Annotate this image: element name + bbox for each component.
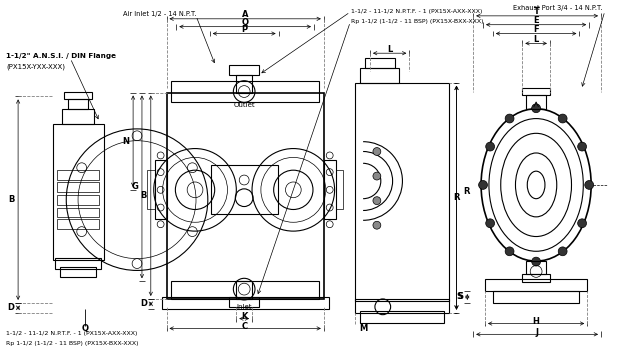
Bar (236, 281, 252, 299)
Bar (485, 279, 587, 291)
Text: E: E (534, 16, 539, 25)
Text: 1-1/2" A.N.S.I. / DIN Flange: 1-1/2" A.N.S.I. / DIN Flange (6, 53, 116, 59)
Circle shape (479, 180, 487, 190)
Bar (236, 75, 252, 92)
Circle shape (585, 180, 593, 190)
Text: Air Inlet 1/2 - 14 N.P.T.: Air Inlet 1/2 - 14 N.P.T. (122, 11, 196, 17)
Text: M: M (359, 324, 368, 333)
Bar (522, 88, 550, 95)
Bar (360, 311, 444, 322)
Bar (230, 297, 259, 307)
Text: S: S (456, 292, 462, 301)
Bar (172, 281, 319, 299)
Bar (57, 219, 99, 229)
Bar (56, 258, 100, 269)
Bar (57, 195, 99, 205)
Text: P: P (241, 25, 247, 34)
Text: G: G (131, 182, 138, 191)
Text: H: H (533, 317, 540, 326)
Bar (147, 170, 155, 209)
Circle shape (485, 219, 495, 228)
Circle shape (505, 247, 514, 256)
Text: L: L (387, 45, 392, 54)
Bar (360, 68, 399, 83)
Bar (355, 83, 449, 301)
Text: K: K (241, 312, 247, 321)
Bar (522, 274, 550, 282)
Bar (57, 170, 99, 180)
Text: Outlet: Outlet (233, 102, 255, 108)
Bar (167, 92, 324, 299)
Text: T: T (534, 8, 540, 16)
Circle shape (532, 104, 540, 113)
Bar (162, 297, 329, 309)
Bar (526, 95, 546, 109)
Circle shape (578, 219, 587, 228)
Bar (493, 291, 579, 303)
Circle shape (532, 257, 540, 266)
Bar (355, 299, 449, 313)
Bar (211, 165, 278, 214)
Bar (57, 208, 99, 217)
Bar (365, 58, 394, 68)
Bar (336, 170, 343, 209)
Bar (68, 99, 88, 109)
Bar (52, 124, 104, 260)
Circle shape (578, 142, 587, 151)
Bar (61, 268, 95, 277)
Text: Rp 1-1/2 (1-1/2 - 11 BSP) (PX15X-BXX-XXX): Rp 1-1/2 (1-1/2 - 11 BSP) (PX15X-BXX-XXX… (351, 19, 484, 24)
Text: N: N (122, 137, 129, 146)
Circle shape (485, 142, 495, 151)
Text: Inlet: Inlet (236, 304, 252, 310)
Text: 1-1/2 - 11-1/2 N.P.T.F. - 1 (PX15X-AXX-XXX): 1-1/2 - 11-1/2 N.P.T.F. - 1 (PX15X-AXX-X… (6, 331, 138, 336)
Bar (62, 109, 94, 124)
Bar (57, 182, 99, 192)
Bar (230, 65, 259, 75)
Circle shape (373, 197, 381, 205)
Bar (155, 160, 167, 219)
Bar (64, 92, 92, 99)
Text: R: R (464, 187, 470, 196)
Circle shape (373, 172, 381, 180)
Text: Rp 1-1/2 (1-1/2 - 11 BSP) (PX15X-BXX-XXX): Rp 1-1/2 (1-1/2 - 11 BSP) (PX15X-BXX-XXX… (6, 341, 139, 346)
Text: R: R (453, 193, 459, 202)
Text: (PX15X-YXX-XXX): (PX15X-YXX-XXX) (6, 63, 66, 70)
Bar (324, 160, 336, 219)
Bar (526, 261, 546, 274)
Text: B: B (7, 195, 14, 204)
Text: J: J (535, 328, 539, 337)
Text: L: L (534, 35, 539, 44)
Text: 1-1/2 - 11-1/2 N.P.T.F. - 1 (PX15X-AXX-XXX): 1-1/2 - 11-1/2 N.P.T.F. - 1 (PX15X-AXX-X… (351, 9, 483, 14)
Bar (172, 81, 319, 103)
Circle shape (505, 114, 514, 123)
Circle shape (558, 114, 567, 123)
Text: Q: Q (241, 18, 248, 27)
Circle shape (373, 221, 381, 229)
Circle shape (373, 148, 381, 156)
Text: A: A (242, 10, 248, 19)
Text: C: C (242, 322, 248, 331)
Text: B: B (140, 191, 147, 200)
Text: D: D (7, 303, 14, 312)
Text: S: S (457, 292, 464, 301)
Text: Exhaust Port 3/4 - 14 N.P.T.: Exhaust Port 3/4 - 14 N.P.T. (512, 5, 602, 11)
Text: Q: Q (82, 324, 89, 333)
Circle shape (558, 247, 567, 256)
Text: F: F (534, 25, 539, 34)
Text: D: D (140, 299, 147, 308)
